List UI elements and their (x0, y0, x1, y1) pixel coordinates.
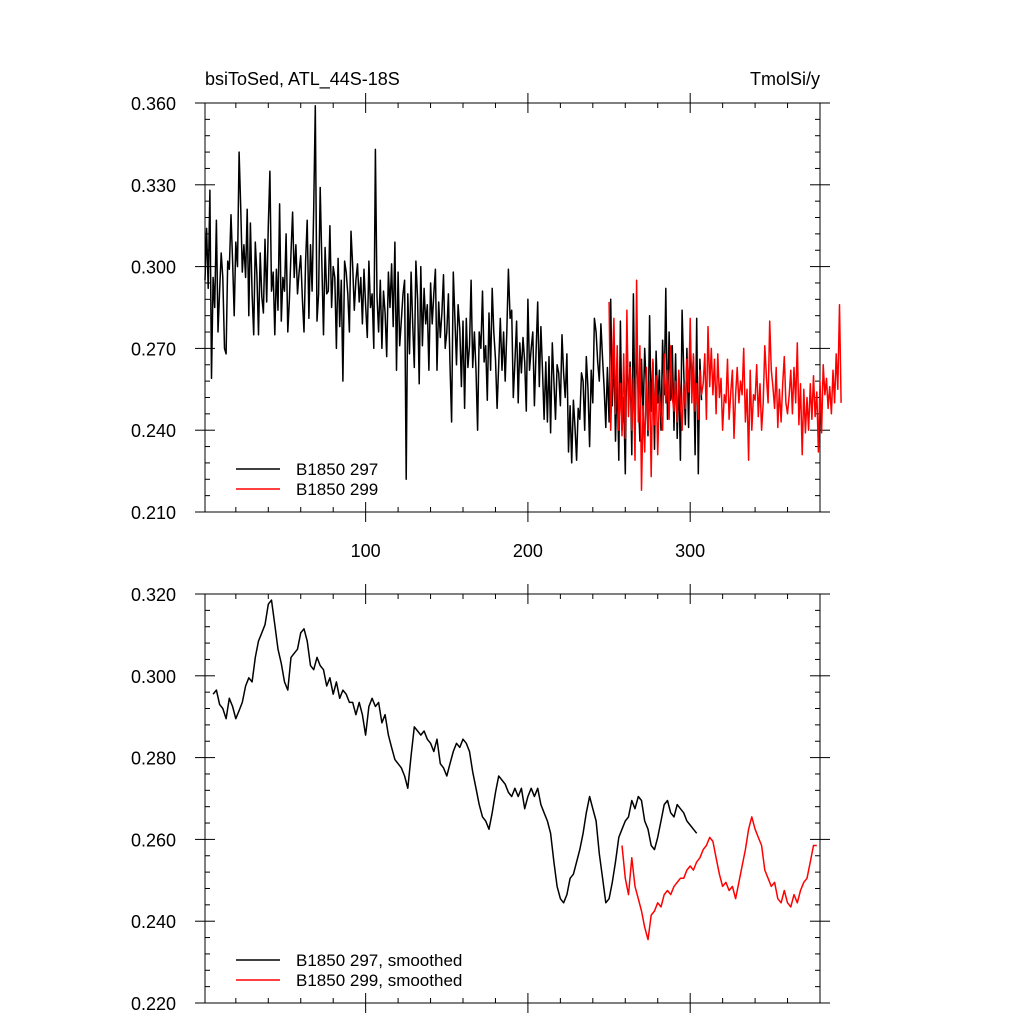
legend-label-1: B1850 297, smoothed (296, 951, 462, 970)
legend-label-1: B1850 297 (296, 460, 378, 479)
y-tick-label: 0.280 (131, 749, 176, 769)
plot-frame (204, 593, 821, 1004)
series-line-2 (608, 279, 842, 491)
x-tick-label: 300 (675, 541, 705, 561)
series-line-1 (212, 599, 698, 904)
chart-title: bsiToSed, ATL_44S-18S (205, 69, 400, 90)
legend-label-2: B1850 299 (296, 480, 378, 499)
top-panel: 100 200 300 0.210 0.240 0.270 0.300 0.330 0.360 b… (131, 69, 842, 561)
legend-label-2: B1850 299, smoothed (296, 971, 462, 990)
y-tick-label: 0.330 (131, 176, 176, 196)
plot-frame (204, 102, 821, 513)
y-tick-label: 0.210 (131, 503, 176, 523)
y-tick-label: 0.300 (131, 667, 176, 687)
x-tick-label: 100 (351, 541, 381, 561)
bottom-panel: 0.220 0.240 0.260 0.280 0.300 0.320 B1850 297,… (131, 584, 830, 1014)
y-tick-label: 0.240 (131, 421, 176, 441)
y-tick-label: 0.360 (131, 94, 176, 114)
y-tick-label: 0.240 (131, 912, 176, 932)
x-tick-label: 200 (513, 541, 543, 561)
y-tick-label: 0.300 (131, 258, 176, 278)
y-tick-label: 0.260 (131, 830, 176, 850)
series-line-1 (204, 104, 703, 481)
y-tick-label: 0.320 (131, 585, 176, 605)
series-line-2 (621, 816, 817, 941)
y-tick-label: 0.270 (131, 339, 176, 359)
chart-units: TmolSi/y (750, 69, 820, 89)
y-tick-label: 0.220 (131, 994, 176, 1014)
